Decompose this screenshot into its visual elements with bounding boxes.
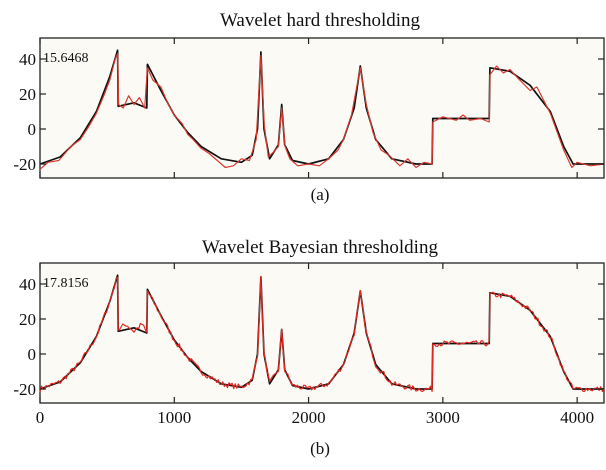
panel-b-annotation: 17.8156 [43,276,89,291]
panel-a-ytick-label: 40 [19,50,36,69]
panel-b-label: (b) [310,439,330,458]
panel-b-xtick-label: 3000 [426,408,460,427]
panel-a-ytick-label: 0 [28,120,37,139]
panel-a-label: (a) [311,185,330,204]
panel-b-plot-frame [39,262,605,404]
panel-b-ytick-label: 0 [28,345,37,364]
panel-a-plot-frame [39,37,605,179]
panel-b-xtick-label: 1000 [157,408,191,427]
panel-b-ytick-label: 40 [19,275,36,294]
panel-b-xtick-label: 0 [36,408,45,427]
panel-b-title: Wavelet Bayesian thresholding [202,237,438,258]
panel-b: Wavelet Bayesian thresholding 17.8156 (b… [13,237,605,458]
panel-b-xtick-label: 4000 [560,408,594,427]
panel-a-plot-area [39,49,605,170]
panel-a-series-estimate [39,53,605,170]
panel-b-ytick-label: 20 [19,310,36,329]
panel-b-plot-area [39,274,605,393]
panel-a-ytick-label: -20 [13,155,36,174]
panel-a: Wavelet hard thresholding 15.6468 (a) 40… [13,10,605,204]
panel-b-xtick-label: 2000 [292,408,326,427]
panel-a-annotation: 15.6468 [43,51,89,66]
panel-b-ytick-label: -20 [13,380,36,399]
panel-a-title: Wavelet hard thresholding [220,10,421,31]
panel-b-series-estimate [39,275,605,393]
panel-a-ytick-label: 20 [19,85,36,104]
